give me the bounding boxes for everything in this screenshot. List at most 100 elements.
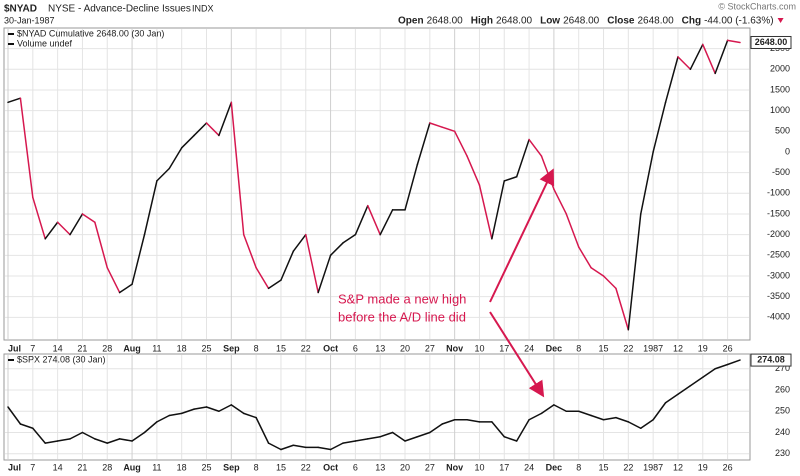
line-segment <box>441 126 456 133</box>
x-tick-label: Sep <box>223 462 240 472</box>
y-tick-label: 2000 <box>770 64 790 74</box>
x-tick-label: 7 <box>30 343 35 353</box>
y-tick-label: -1000 <box>767 188 790 198</box>
last-value-badge <box>750 353 792 367</box>
quote-value: 2648.00 <box>427 16 464 27</box>
line-segment <box>664 56 679 104</box>
line-segment <box>69 213 84 236</box>
x-tick-label: Jul <box>8 343 21 353</box>
bottom-panel: 230 240 250 260 270 Jul 7 14 21 28 Aug 11 18 25 Sep 8 15… <box>5 353 792 472</box>
y-tick-label: -3500 <box>767 291 790 301</box>
x-tick-label: 15 <box>599 343 609 353</box>
x-tick-label: 6 <box>353 343 358 353</box>
line-segment <box>292 233 307 252</box>
line-segment <box>19 423 34 429</box>
x-tick-label: Oct <box>323 462 338 472</box>
top-frame <box>3 27 751 341</box>
x-tick-label: 15 <box>276 462 286 472</box>
line-segment <box>267 442 282 451</box>
line-segment <box>81 213 96 223</box>
line-segment <box>180 408 195 415</box>
x-tick-label: Aug <box>123 343 141 353</box>
line-segment <box>404 436 419 442</box>
line-segment <box>627 213 642 331</box>
line-segment <box>379 209 394 236</box>
line-segment <box>540 404 555 415</box>
x-tick-label: 11 <box>152 343 161 353</box>
quote-value: 2648.00 <box>637 16 674 27</box>
line-segment <box>317 446 332 451</box>
line-segment <box>280 444 295 451</box>
x-tick-label: 6 <box>353 462 358 472</box>
line-segment <box>714 363 729 370</box>
x-tick-label: 19 <box>698 343 708 353</box>
quote-label: Close <box>607 16 635 27</box>
legend-swatch <box>8 359 14 361</box>
x-tick-label: Oct <box>323 343 338 353</box>
x-tick-label: 27 <box>425 343 435 353</box>
x-tick-label: Nov <box>446 343 463 353</box>
x-tick-label: 14 <box>53 343 63 353</box>
legend-swatch <box>8 33 14 35</box>
x-tick-label: 28 <box>102 343 112 353</box>
x-tick-label: 22 <box>301 462 311 472</box>
line-segment <box>515 419 530 442</box>
line-segment <box>602 416 617 421</box>
x-tick-label: 18 <box>177 462 187 472</box>
x-tick-label: 17 <box>499 462 509 472</box>
line-segment <box>714 39 729 75</box>
x-tick-label: 13 <box>375 462 385 472</box>
line-segment <box>143 180 158 236</box>
y-tick-label: -2500 <box>767 250 790 260</box>
line-segment <box>726 359 741 366</box>
line-segment <box>255 416 270 444</box>
line-segment <box>702 43 716 75</box>
line-segment <box>553 404 568 412</box>
line-segment <box>118 438 133 442</box>
line-segment <box>32 196 46 240</box>
x-tick-label: 12 <box>673 343 683 353</box>
x-tick-label: 1987 <box>643 462 663 472</box>
line-segment <box>193 406 208 410</box>
line-segment <box>255 266 270 290</box>
line-segment <box>702 368 716 378</box>
line-segment <box>267 279 282 290</box>
line-segment <box>441 419 456 425</box>
x-tick-label: 20 <box>400 462 410 472</box>
line-segment <box>7 97 22 104</box>
x-tick-label: 21 <box>77 343 87 353</box>
line-segment <box>205 406 220 412</box>
line-segment <box>391 431 406 442</box>
line-segment <box>689 43 704 71</box>
line-segment <box>32 427 46 444</box>
line-segment <box>429 423 443 434</box>
symbol: $NYAD <box>4 4 37 15</box>
line-segment <box>305 233 319 294</box>
line-segment <box>242 233 257 269</box>
last-value-label: 274.08 <box>757 354 785 364</box>
line-segment <box>131 233 146 286</box>
line-segment <box>168 412 183 417</box>
line-segment <box>292 444 307 449</box>
y-tick-label: -4000 <box>767 312 790 322</box>
x-tick-label: 25 <box>202 462 212 472</box>
line-segment <box>7 406 22 425</box>
line-segment <box>565 213 580 248</box>
x-tick-label: 24 <box>524 343 534 353</box>
line-segment <box>379 431 394 438</box>
line-segment <box>590 414 605 421</box>
x-tick-label: 8 <box>576 462 581 472</box>
y-tick-label: 0 <box>785 146 790 156</box>
y-tick-label: 500 <box>775 126 790 136</box>
line-segment <box>19 97 34 199</box>
x-tick-label: 22 <box>623 343 633 353</box>
arrow <box>489 311 545 398</box>
line-segment <box>94 438 109 444</box>
x-tick-label: 11 <box>152 462 161 472</box>
x-tick-label: Sep <box>223 343 240 353</box>
x-tick-label: 12 <box>673 462 683 472</box>
x-tick-label: 7 <box>30 462 35 472</box>
line-segment <box>230 101 245 236</box>
legend-entry: Volume undef <box>17 38 73 48</box>
